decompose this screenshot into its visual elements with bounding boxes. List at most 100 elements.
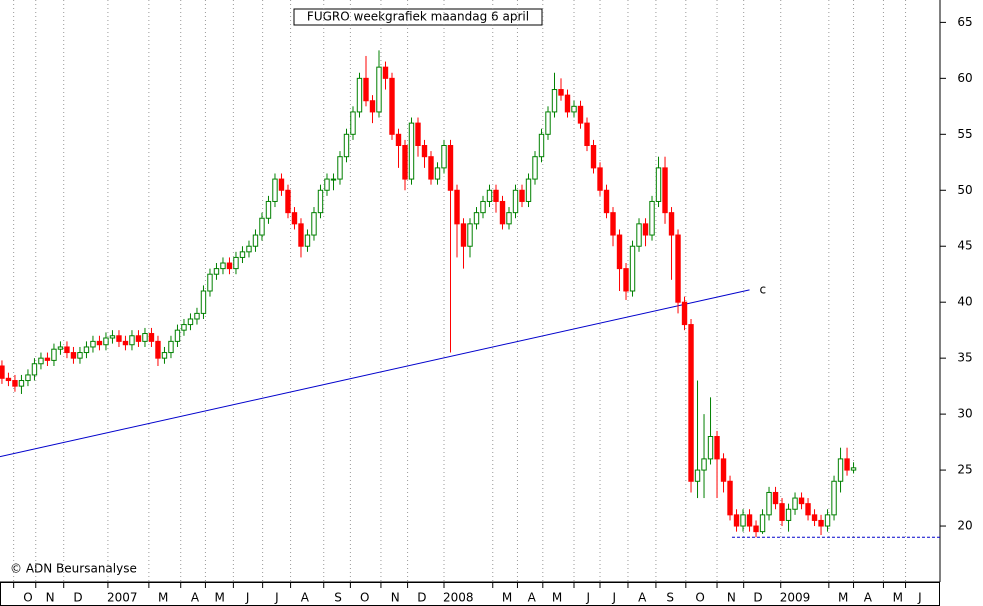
candle-body [805,503,811,516]
y-tick-label: 65 [957,15,972,29]
candle-body [545,111,551,135]
candle-body [655,167,662,202]
candle-body [746,514,753,527]
x-tick-label: M [552,591,562,605]
x-tick-label: A [638,591,647,605]
candle-body [668,212,675,236]
candle-body [304,234,311,247]
x-tick-label: S [334,591,342,605]
candle-body [122,340,129,346]
candle-body [824,514,831,527]
candle-body [811,514,818,521]
x-tick-label: D [417,591,426,605]
y-tick-label: 35 [957,351,972,365]
candle-body [798,497,805,505]
candle-body [675,234,681,303]
x-tick-label: 2009 [780,591,811,605]
candle-body [70,352,77,359]
candle-body [779,503,785,521]
x-tick-label: 2007 [107,591,138,605]
candle-body [311,212,317,236]
y-tick-label: 60 [957,71,972,85]
x-tick-label: 2008 [443,591,474,605]
candle-body [785,508,792,521]
x-tick-label: N [727,591,736,605]
candle-body [337,156,343,180]
y-tick-label: 45 [957,239,972,253]
candle-body [265,200,272,219]
title-box [293,8,543,26]
candle-body [174,329,181,342]
candle-body [649,200,655,236]
candle-body [772,491,779,505]
candle-body [356,77,363,113]
x-tick-label: N [391,591,400,605]
candle-body [96,340,103,346]
candle-body [681,301,688,326]
candle-body [551,89,558,113]
chart-title: FUGRO weekgrafiek maandag 6 april [307,10,529,24]
candle-body [155,340,161,359]
x-tick-label: S [666,591,674,605]
candle-body [850,467,857,471]
candle-body [441,145,447,169]
y-tick-label: 55 [957,127,972,141]
candle-body [701,458,707,471]
candle-body [51,348,57,361]
candle-body [714,436,720,460]
candle-body [662,167,668,214]
candle-body [525,178,532,202]
candle-body [720,458,727,482]
candle-body [259,217,265,236]
candle-body [766,491,772,516]
candle-body [467,223,473,247]
candle-body [64,346,70,354]
x-tick-label: A [191,591,200,605]
candle-body [532,156,538,180]
candle-body [12,380,18,387]
x-tick-label: M [838,591,848,605]
x-tick-label: A [864,591,873,605]
candle-body [83,346,90,354]
candle-body [753,525,759,533]
candle-body [636,223,642,247]
candle-body [285,189,291,214]
candle-body [499,200,506,225]
candle-body [5,377,12,382]
candle-body [564,94,571,113]
y-tick-label: 30 [957,407,972,421]
candle-body [506,212,512,225]
candle-body [434,167,441,180]
candle-body [116,335,122,342]
candle-body [220,262,226,270]
candle-body [343,133,350,158]
y-tick-label: 20 [957,519,972,533]
x-tick-label: M [893,591,903,605]
x-tick-label: O [360,591,369,605]
candle-body [428,156,434,180]
x-tick-label: O [23,591,32,605]
x-tick-label: M [215,591,225,605]
candle-body [577,105,584,124]
candle-body [213,268,220,275]
candle-body [181,324,187,331]
candle-body [207,273,213,292]
candle-body [376,66,382,113]
candle-body [148,333,155,342]
candle-body [168,340,174,354]
candle-body [103,337,109,346]
candle-body [558,89,564,96]
candle-body [792,497,798,510]
candle-body [408,122,415,180]
candle-body [324,178,330,191]
candle-body [460,223,467,247]
candle-body [272,178,278,202]
y-tick-label: 50 [957,183,972,197]
candle-body [363,77,369,102]
candle-body [252,234,259,247]
candle-body [727,480,733,516]
x-tick-label: N [46,591,55,605]
candle-body [831,480,837,516]
x-tick-label: A [528,591,537,605]
